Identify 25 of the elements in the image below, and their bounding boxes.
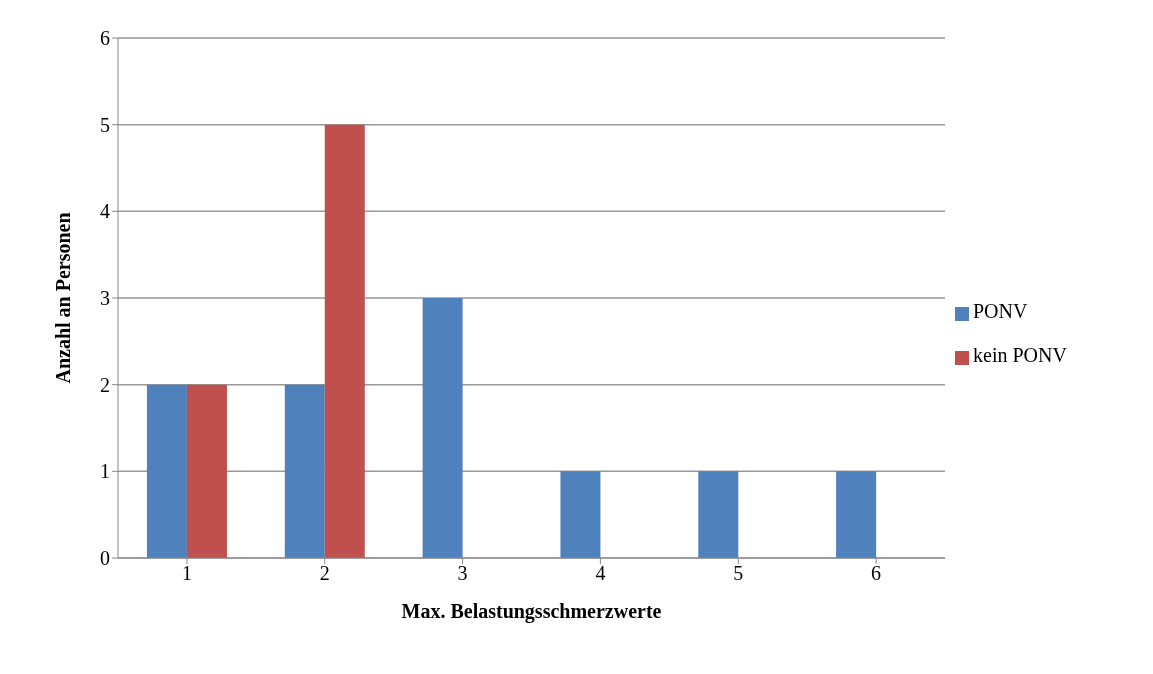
bar: [186, 384, 227, 558]
bar: [836, 471, 877, 558]
x-tick-label: 3: [457, 562, 468, 585]
x-tick-label: 5: [733, 562, 744, 585]
x-axis-title: Max. Belastungsschmerzwerte: [401, 600, 662, 623]
bar: [422, 298, 463, 558]
y-tick-label: 1: [100, 460, 110, 483]
y-tick-label: 3: [100, 287, 110, 310]
x-tick-label: 2: [319, 562, 330, 585]
y-tick-label: 0: [100, 547, 110, 570]
bar: [324, 124, 365, 558]
x-tick-label: 6: [871, 562, 882, 585]
legend-label: PONV: [973, 300, 1028, 322]
bar: [146, 384, 187, 558]
y-tick-label: 2: [100, 373, 110, 396]
bar: [560, 471, 601, 558]
legend-label: kein PONV: [973, 344, 1067, 366]
x-tick-label: 1: [181, 562, 192, 585]
bar: [284, 384, 325, 558]
bar: [698, 471, 739, 558]
y-axis-title: Anzahl an Personen: [52, 212, 75, 384]
y-tick-label: 6: [100, 27, 110, 50]
y-tick-label: 4: [100, 200, 110, 223]
y-tick-label: 5: [100, 113, 110, 136]
x-tick-label: 4: [595, 562, 606, 585]
